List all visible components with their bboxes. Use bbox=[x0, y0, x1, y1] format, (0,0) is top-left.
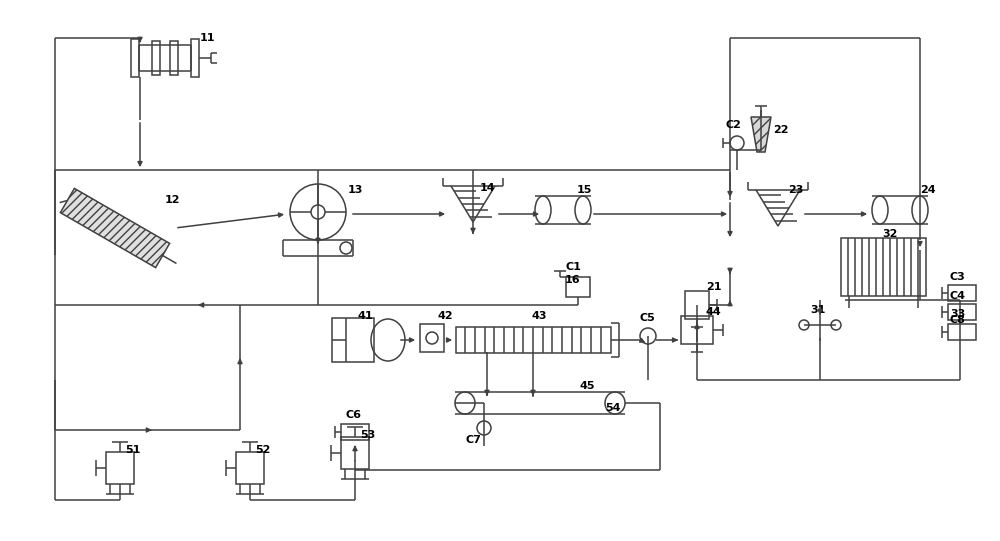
Bar bbox=[948, 285, 976, 301]
Bar bbox=[131, 39, 139, 77]
Text: 54: 54 bbox=[605, 403, 620, 413]
Polygon shape bbox=[751, 117, 771, 152]
Text: 23: 23 bbox=[788, 185, 803, 195]
Text: 32: 32 bbox=[882, 229, 897, 239]
Bar bbox=[341, 437, 369, 469]
Bar bbox=[236, 452, 264, 484]
Bar bbox=[840, 238, 926, 296]
Text: C6: C6 bbox=[345, 410, 361, 420]
Text: 33: 33 bbox=[950, 309, 965, 319]
Text: 52: 52 bbox=[255, 445, 270, 455]
Text: C4: C4 bbox=[950, 291, 966, 301]
Text: C7: C7 bbox=[465, 435, 481, 445]
Bar bbox=[420, 324, 444, 352]
Text: C5: C5 bbox=[640, 313, 656, 323]
Text: 51: 51 bbox=[125, 445, 140, 455]
Polygon shape bbox=[60, 188, 170, 268]
Text: 31: 31 bbox=[810, 305, 825, 315]
Bar bbox=[456, 327, 610, 353]
Text: 13: 13 bbox=[348, 185, 363, 195]
Text: C1: C1 bbox=[565, 262, 581, 272]
Bar bbox=[152, 41, 160, 75]
Text: C3: C3 bbox=[950, 272, 966, 282]
Bar bbox=[681, 316, 713, 344]
Text: 41: 41 bbox=[358, 311, 374, 321]
Bar bbox=[191, 39, 199, 77]
Text: C8: C8 bbox=[950, 315, 966, 325]
Bar bbox=[948, 324, 976, 340]
Text: 45: 45 bbox=[580, 381, 596, 391]
Text: 43: 43 bbox=[532, 311, 548, 321]
Text: C2: C2 bbox=[725, 120, 741, 130]
Bar bbox=[170, 41, 178, 75]
Text: 15: 15 bbox=[577, 185, 592, 195]
Text: 24: 24 bbox=[920, 185, 936, 195]
Text: 14: 14 bbox=[480, 183, 496, 193]
Text: 44: 44 bbox=[706, 307, 722, 317]
Bar bbox=[566, 277, 590, 297]
Bar bbox=[685, 291, 709, 319]
Text: 16: 16 bbox=[565, 275, 581, 285]
Text: 53: 53 bbox=[360, 430, 375, 440]
Text: 22: 22 bbox=[773, 125, 788, 135]
Text: 11: 11 bbox=[200, 33, 216, 43]
Bar bbox=[106, 452, 134, 484]
Bar bbox=[948, 304, 976, 320]
Bar bbox=[341, 424, 369, 440]
Text: 12: 12 bbox=[165, 195, 180, 205]
Text: 42: 42 bbox=[437, 311, 453, 321]
Text: 21: 21 bbox=[706, 282, 722, 292]
Bar bbox=[332, 318, 374, 362]
